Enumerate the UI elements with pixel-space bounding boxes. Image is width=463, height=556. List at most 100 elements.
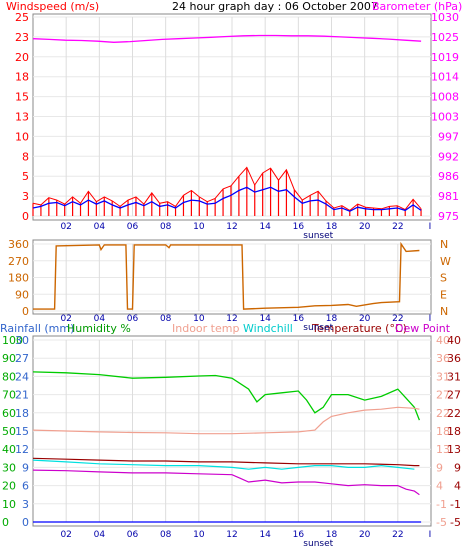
direction-x-tick: 02 <box>60 314 71 324</box>
baro-tick-label: 1025 <box>431 31 459 44</box>
direction-tick-label: 180 <box>8 272 29 285</box>
temp-tick-label: 18 <box>447 425 461 438</box>
wind-tick-label: 20 <box>15 51 29 64</box>
compass-tick-label: S <box>440 272 447 285</box>
indoor-tick-label: 27 <box>436 389 450 402</box>
rainfall-label: Rainfall (mm) <box>0 322 74 335</box>
wind-tick-label: 5 <box>22 170 29 183</box>
compass-tick-label: N <box>440 305 448 318</box>
indoor-temp-line <box>32 406 420 435</box>
baro-tick-label: 986 <box>438 170 459 183</box>
temp-x-tick: 08 <box>160 530 172 540</box>
humidity-tick-label: 20 <box>2 480 16 493</box>
indoor-tick-label: -5 <box>436 516 447 529</box>
direction-x-tick: 16 <box>293 314 305 324</box>
compass-tick-label: W <box>440 255 451 268</box>
temp-x-tick: 22 <box>392 530 403 540</box>
temp-x-tick: 16 <box>293 530 305 540</box>
temp-tick-label: 36 <box>447 352 461 365</box>
indoor-tick-label: 13 <box>436 443 450 456</box>
temp-tick-label: 9 <box>454 461 461 474</box>
temp-x-tick: 14 <box>259 530 271 540</box>
direction-tick-label: 270 <box>8 255 29 268</box>
temp-x-tick: 04 <box>94 530 106 540</box>
direction-x-tick: 22 <box>392 314 403 324</box>
wind-x-tick: 22 <box>392 222 403 232</box>
humidity-tick-label: 70 <box>2 389 16 402</box>
direction-x-tick: 08 <box>160 314 172 324</box>
baro-tick-label: 992 <box>438 150 459 163</box>
indoor-tick-label: -1 <box>436 498 447 511</box>
wind-tick-label: 8 <box>22 150 29 163</box>
wind-tick-label: 15 <box>15 91 29 104</box>
rain-tick-label: 24 <box>15 370 29 383</box>
indoor-temp-label: Indoor temp <box>172 322 239 335</box>
rain-tick-label: 12 <box>15 443 29 456</box>
baro-tick-label: 1019 <box>431 51 459 64</box>
humidity-tick-label: 90 <box>2 352 16 365</box>
temp-x-sunset: sunset <box>303 539 333 549</box>
humidity-tick-label: 50 <box>2 425 16 438</box>
rain-tick-label: 0 <box>22 516 29 529</box>
temp-tick-label: 31 <box>447 370 461 383</box>
temp-tick-label: 13 <box>447 443 461 456</box>
wind-x-tick: 14 <box>259 222 271 232</box>
indoor-tick-label: 36 <box>436 352 450 365</box>
indoor-tick-label: 4 <box>436 480 443 493</box>
compass-tick-label: E <box>440 288 447 301</box>
humidity-tick-label: 100 <box>2 334 23 347</box>
indoor-tick-label: 9 <box>436 461 443 474</box>
wind-tick-label: 10 <box>15 130 29 143</box>
wind-tick-label: 25 <box>15 11 29 24</box>
indoor-tick-label: 31 <box>436 370 450 383</box>
temp-tick-label: -5 <box>450 516 461 529</box>
rain-tick-label: 30 <box>15 334 29 347</box>
rain-tick-label: 15 <box>15 425 29 438</box>
rain-tick-label: 27 <box>15 352 29 365</box>
windspeed-line <box>32 186 422 212</box>
wind-x-sunset: sunset <box>303 231 333 241</box>
temp-x-tick: 06 <box>127 530 139 540</box>
direction-x-tick: 10 <box>193 314 205 324</box>
wind-x-tick: 12 <box>226 222 237 232</box>
barometer-line <box>32 34 422 43</box>
wind-x-tick: 16 <box>293 222 305 232</box>
baro-tick-label: 1014 <box>431 71 459 84</box>
baro-tick-label: 975 <box>438 210 459 223</box>
wind-x-tick: 08 <box>160 222 172 232</box>
windchill-label: Windchill <box>243 322 293 335</box>
direction-line <box>33 241 420 310</box>
baro-tick-label: 1008 <box>431 91 459 104</box>
direction-tick-label: 360 <box>8 238 29 251</box>
direction-x-tick: 12 <box>226 314 237 324</box>
indoor-tick-label: 22 <box>436 407 450 420</box>
gust-line <box>32 166 422 212</box>
direction-tick-label: 0 <box>22 305 29 318</box>
temp-x-tick: 20 <box>359 530 371 540</box>
direction-x-tick: 18 <box>326 314 338 324</box>
humidity-tick-label: 80 <box>2 370 16 383</box>
humidity-tick-label: 30 <box>2 461 16 474</box>
temp-x-tick: 18 <box>326 530 338 540</box>
wind-tick-label: 23 <box>15 31 29 44</box>
wind-x-tick: 18 <box>326 222 338 232</box>
wind-tick-label: 0 <box>22 210 29 223</box>
indoor-tick-label: 18 <box>436 425 450 438</box>
direction-x-tick: 20 <box>359 314 371 324</box>
temperature-line <box>32 457 420 467</box>
humidity-tick-label: 0 <box>2 516 9 529</box>
temp-x-tick: 02 <box>60 530 71 540</box>
humidity-label: Humidity % <box>67 322 131 335</box>
direction-x-tick: 14 <box>259 314 271 324</box>
wind-x-tick: 02 <box>60 222 71 232</box>
baro-tick-label: 981 <box>438 190 459 203</box>
rain-tick-label: 18 <box>15 407 29 420</box>
windchill-line <box>32 459 415 470</box>
rain-tick-label: 6 <box>22 480 29 493</box>
humidity-tick-label: 10 <box>2 498 16 511</box>
temp-x-tick: 12 <box>226 530 237 540</box>
direction-x-tick: I <box>429 314 432 324</box>
baro-tick-label: 1030 <box>431 11 459 24</box>
baro-tick-label: 1003 <box>431 111 459 124</box>
